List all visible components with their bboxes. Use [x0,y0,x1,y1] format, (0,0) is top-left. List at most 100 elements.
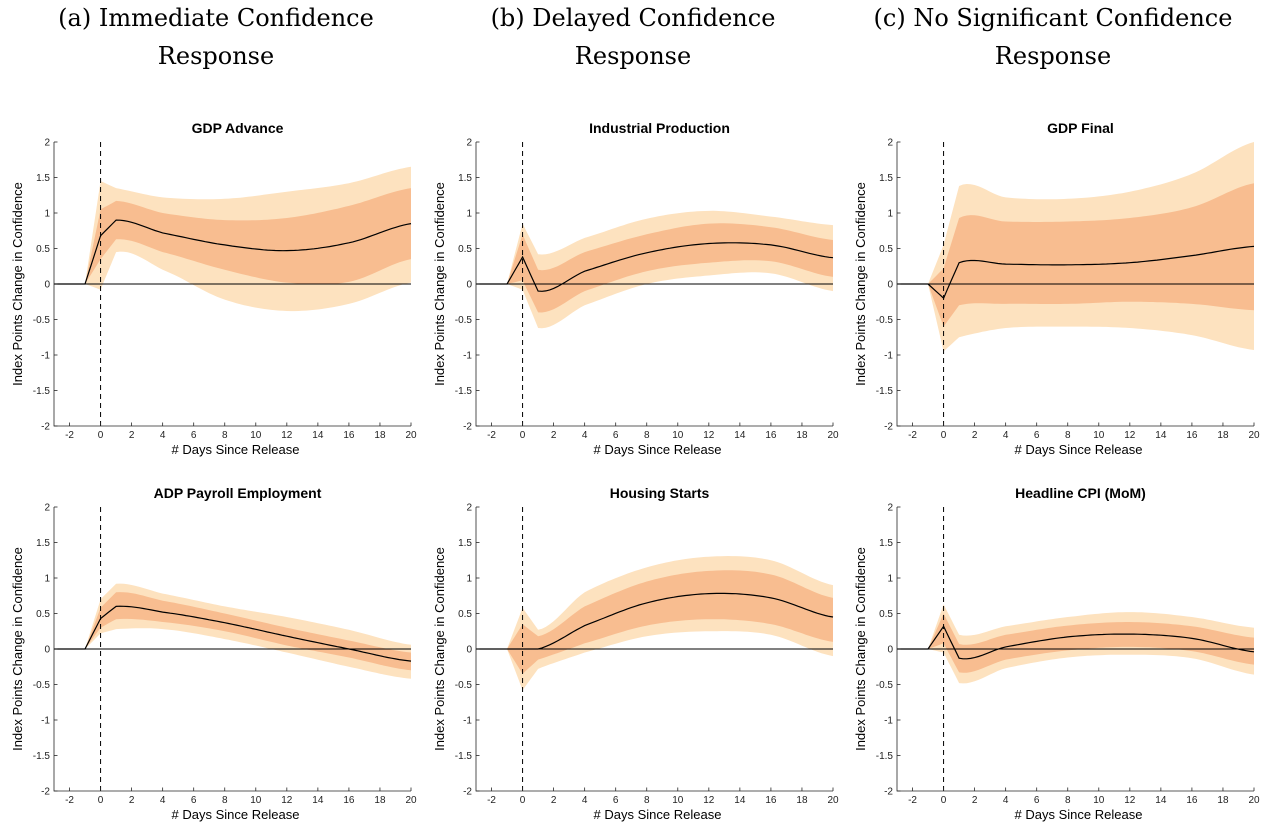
x-tick-label: 0 [941,430,947,441]
x-tick-label: 14 [734,430,746,441]
y-tick-label: 0.5 [458,609,472,620]
x-tick-label: 12 [703,430,715,441]
y-axis-label: Index Points Change in Confidence [10,182,25,386]
x-tick-label: 12 [281,795,293,806]
chart-panel: Housing Starts -2 -1.5 -1 -0.5 0 0.5 1 1.5 2 -2 0 2 4… [432,485,839,822]
y-tick-label: 1 [466,574,472,585]
x-axis-label: # Days Since Release [594,807,722,822]
y-tick-label: -1 [884,351,893,362]
confidence-band-inner [54,188,411,285]
x-tick-label: 8 [1065,795,1071,806]
y-tick-label: 1.5 [36,538,50,549]
y-tick-label: -2 [884,422,893,433]
x-tick-label: 16 [343,430,355,441]
y-tick-label: 1.5 [879,173,893,184]
chart-panel: Headline CPI (MoM) -2 -1.5 -1 -0.5 0 0.5 1 1.5 2 -… [853,485,1260,822]
x-tick-label: 20 [1248,430,1260,441]
y-tick-label: 1.5 [458,538,472,549]
chart-panel: GDP Final -2 -1.5 -1 -0.5 0 0.5 1 1.5 2 -2 0 2 4 6 8 10 1… [853,120,1260,457]
y-tick-label: -0.5 [33,315,51,326]
y-axis-label: Index Points Change in Confidence [10,547,25,751]
confidence-band-inner [476,223,833,313]
x-tick-label: 12 [703,795,715,806]
y-tick-label: -1.5 [455,751,473,762]
x-tick-label: 16 [1186,430,1198,441]
x-tick-label: 0 [941,795,947,806]
x-tick-label: 12 [1124,430,1136,441]
chart-title: Headline CPI (MoM) [1015,485,1146,501]
y-tick-label: -0.5 [33,680,51,691]
x-tick-label: -2 [908,795,917,806]
x-tick-label: 10 [1093,430,1105,441]
x-tick-label: 14 [312,795,324,806]
x-tick-label: 6 [613,430,619,441]
y-tick-label: -0.5 [876,680,894,691]
chart-title: Housing Starts [610,485,710,501]
x-tick-label: 4 [1003,430,1009,441]
y-tick-label: 0.5 [36,244,50,255]
y-tick-label: 0 [44,645,50,656]
y-tick-label: -2 [41,422,50,433]
x-tick-label: -2 [487,795,496,806]
confidence-band-inner [897,183,1254,327]
y-tick-label: 1.5 [36,173,50,184]
x-tick-label: 10 [1093,795,1105,806]
confidence-band-inner [897,613,1254,673]
chart-panel: Industrial Production -2 -1.5 -1 -0.5 0 0.5 1 1.… [432,120,839,457]
x-tick-label: 4 [582,430,588,441]
series-line [476,592,834,650]
column-heading-b: (b) Delayed Confidence Response [491,4,776,70]
x-tick-label: 2 [129,795,135,806]
y-tick-label: 0 [466,280,472,291]
x-tick-label: 10 [250,430,262,441]
x-tick-label: 10 [250,795,262,806]
x-axis-label: # Days Since Release [172,807,300,822]
x-tick-label: -2 [908,430,917,441]
series-line [897,245,1255,300]
x-tick-label: 16 [765,795,777,806]
x-tick-label: 2 [972,795,978,806]
x-tick-label: -2 [65,795,74,806]
y-tick-label: 0 [887,280,893,291]
x-tick-label: 6 [191,430,197,441]
x-tick-label: 14 [1155,430,1167,441]
y-tick-label: 0 [44,280,50,291]
x-tick-label: 4 [1003,795,1009,806]
x-tick-label: 18 [796,430,808,441]
x-tick-label: 4 [160,430,166,441]
y-tick-label: 0.5 [879,609,893,620]
x-tick-label: 2 [972,430,978,441]
y-tick-label: 1 [466,209,472,220]
chart-panel: ADP Payroll Employment -2 -1.5 -1 -0.5 0 0.5 1 1… [10,485,417,822]
x-tick-label: 20 [405,795,417,806]
y-tick-label: 2 [887,503,893,514]
y-tick-label: -0.5 [455,680,473,691]
x-tick-label: 16 [1186,795,1198,806]
y-tick-label: 1 [887,209,893,220]
x-tick-label: 14 [734,795,746,806]
y-tick-label: 1 [44,574,50,585]
chart-title: ADP Payroll Employment [154,485,322,501]
x-tick-label: 16 [343,795,355,806]
column-heading-b-line1: (b) Delayed Confidence [491,4,776,32]
x-tick-label: 6 [1034,430,1040,441]
x-tick-label: -2 [65,430,74,441]
chart-panel: GDP Advance -2 -1.5 -1 -0.5 0 0.5 1 1.5 2 -2 0 2 4 6 8 1… [10,120,417,457]
y-tick-label: 2 [466,138,472,149]
series-line [54,605,412,662]
x-tick-label: 0 [520,430,526,441]
chart-panels: GDP Advance -2 -1.5 -1 -0.5 0 0.5 1 1.5 2 -2 0 2 4 6 8 1… [10,120,1260,822]
x-tick-label: 8 [644,430,650,441]
y-tick-label: -1 [884,716,893,727]
confidence-band-inner [476,570,833,674]
y-tick-label: 0.5 [458,244,472,255]
x-axis-label: # Days Since Release [1015,807,1143,822]
y-tick-label: -1.5 [33,386,51,397]
chart-title: Industrial Production [589,120,730,136]
x-tick-label: 12 [281,430,293,441]
y-axis-label: Index Points Change in Confidence [432,547,447,751]
column-heading-c-line1: (c) No Significant Confidence [874,4,1233,32]
x-tick-label: 8 [222,795,228,806]
x-tick-label: 18 [1217,430,1229,441]
y-tick-label: -2 [884,787,893,798]
